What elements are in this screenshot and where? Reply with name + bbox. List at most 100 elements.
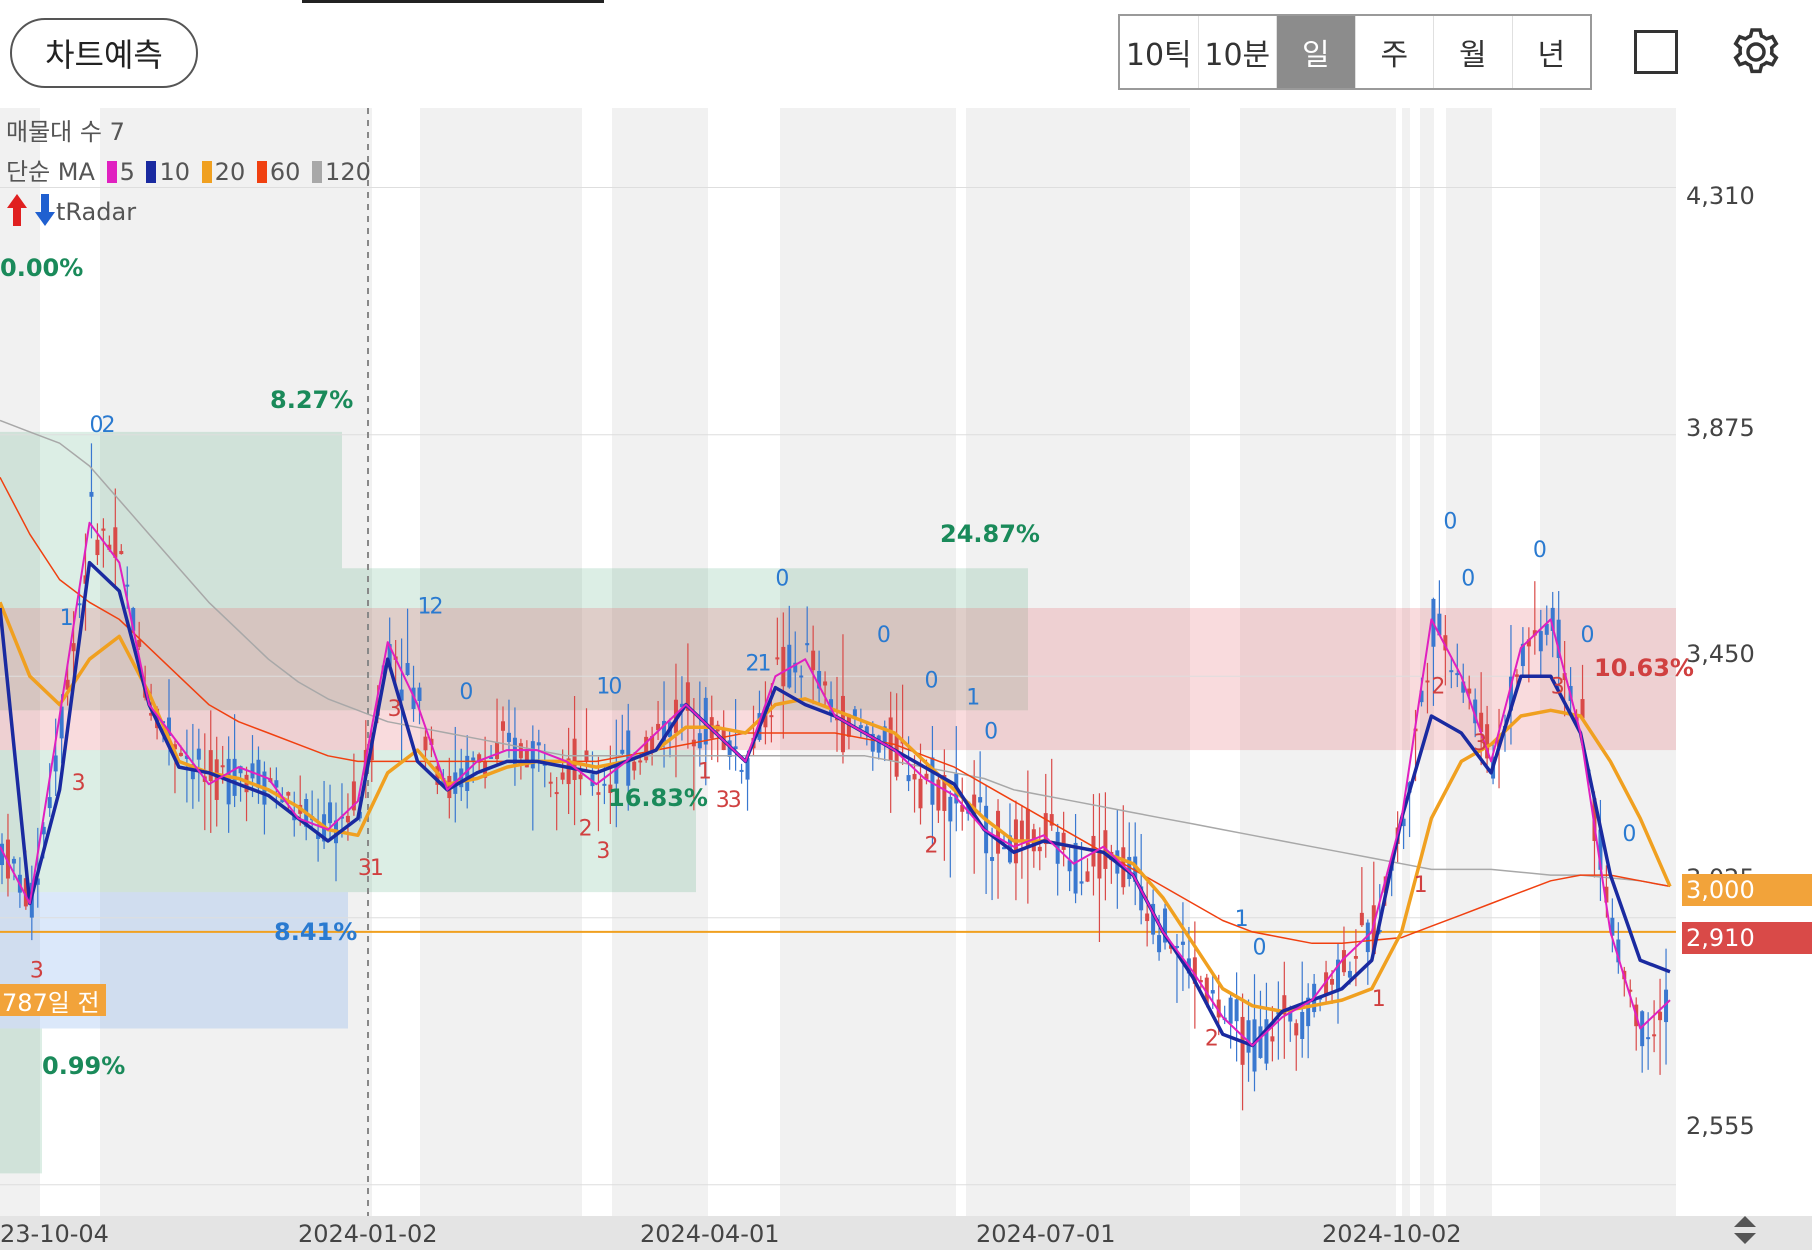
candle [948,790,953,878]
session-band [1410,108,1420,1216]
candle [888,691,893,813]
x-tick-label: 2024-01-02 [298,1220,438,1248]
candle [1544,605,1549,646]
candle [1437,580,1442,636]
current-price-tag: 2,910 [1682,922,1812,954]
session-band [956,108,966,1216]
signal-label: 3 [1473,731,1487,756]
signal-label: 2 [746,652,760,677]
y-tick-label: 4,310 [1686,182,1755,210]
zone-percent-2: 24.87% [940,520,1040,548]
candle [1580,664,1585,720]
candle [781,612,786,739]
candle [1401,816,1406,850]
candle [936,772,941,823]
ma120-swatch [312,161,323,183]
signal-label: 3 [728,788,742,813]
candle [506,699,511,758]
candle [996,799,1001,899]
session-band [40,108,100,1216]
session-band [708,108,780,1216]
chart-predict-button[interactable]: 차트예측 [10,18,198,88]
y-tick-label: 2,555 [1686,1112,1755,1140]
signal-label: 0 [1443,509,1457,534]
ma60-period: 60 [269,158,301,186]
candle [1425,662,1430,714]
signal-label: 1 [370,856,384,881]
signal-label: 2 [1205,1027,1219,1052]
x-tick-label: 2024-04-01 [640,1220,780,1248]
ma120-period: 120 [325,158,371,186]
resize-vertical-icon[interactable] [1732,1214,1758,1246]
candle [626,703,631,811]
gear-icon[interactable] [1728,24,1784,80]
candle [113,488,118,589]
candle [685,643,690,749]
candle [1234,972,1239,1062]
ma20-period: 20 [214,158,246,186]
candle [1455,643,1460,688]
candle [405,608,410,677]
session-band [1396,108,1402,1216]
tab-10tick[interactable]: 10틱 [1120,16,1199,88]
tab-year[interactable]: 년 [1537,38,1566,73]
signal-label: 1 [1372,987,1386,1012]
tab-day[interactable]: 일 [1277,16,1356,88]
candle [1330,970,1335,1004]
signal-label: 0 [608,674,622,699]
candle [566,727,571,815]
volume-zone [0,1028,42,1174]
candle [614,719,619,828]
candle [656,700,661,740]
candle [990,827,995,901]
signal-label: 1 [60,606,74,631]
candle [805,606,810,653]
ma20-line [0,601,1672,1014]
signal-label: 1 [1414,873,1428,898]
candle [477,752,482,773]
candle [11,856,16,881]
candle [1073,814,1078,904]
candle [1365,919,1370,985]
zone-percent-1: 8.27% [270,386,354,414]
tab-month[interactable]: 월 [1434,16,1513,88]
tab-week[interactable]: 주 [1356,16,1434,88]
tab-10min[interactable]: 10분 [1199,16,1277,88]
signal-label: 2 [430,595,444,620]
tradar-label: tRadar [56,198,137,226]
candle [942,749,947,861]
candle [5,813,10,897]
candle [119,544,124,555]
candle [1336,942,1340,1024]
candle [167,679,171,766]
candle [799,665,804,698]
signal-label: 3 [1551,674,1565,699]
ma20-swatch [201,161,212,183]
signal-label: 1 [758,652,772,677]
x-axis-panel [0,1216,1812,1250]
signal-label: 3 [72,771,86,796]
signal-label: 3 [388,697,402,722]
candle [530,725,535,831]
candle [840,634,845,764]
signal-label: 0 [1533,538,1547,563]
signal-label: 3 [30,958,44,983]
candle [1264,982,1269,1071]
square-icon[interactable] [1634,30,1678,74]
reference-price-tag: 3,000 [1682,874,1812,906]
candle [1061,811,1066,867]
candle [1163,903,1168,950]
ma-legend-title: 단순 MA [6,158,95,186]
session-band [1434,108,1446,1216]
candle [1300,961,1305,1058]
y-tick-label: 3,450 [1686,640,1755,668]
up-down-arrow-icon [7,194,55,226]
candle [1616,922,1621,974]
candle [1526,627,1531,683]
candle [554,777,559,831]
signal-label: 2 [1431,674,1445,699]
top-indicator-line [302,0,604,3]
candle [697,681,702,767]
